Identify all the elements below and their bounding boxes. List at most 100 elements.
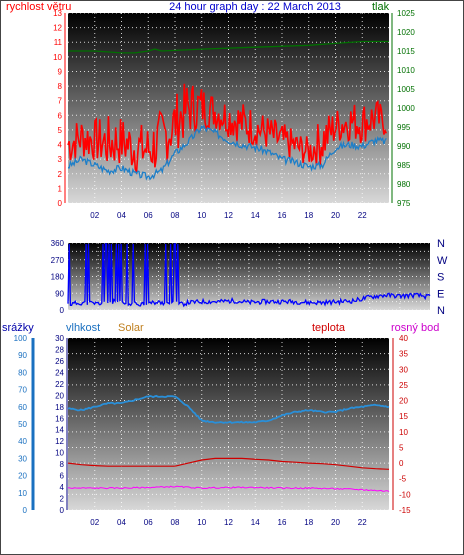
panel1-background [68,13,389,203]
right-tick-label: 1025 [397,9,415,18]
pressure-label: tlak [372,1,390,13]
humidity-scale-tick-label: 8 [60,460,65,469]
humidity-scale-tick-label: 12 [55,437,64,446]
temp-tick-label: 5 [399,443,404,452]
panel3-x-axis: 02 04 06 08 10 12 14 16 18 20 22 [90,518,367,527]
rain-tick-label: 60 [18,403,27,412]
x-tick-label: 16 [278,211,287,220]
direction-tick-label: 270 [51,256,65,265]
left-tick-label: 13 [53,9,62,18]
humidity-scale-tick-label: 18 [55,403,64,412]
panel3-grid [68,337,389,511]
temp-tick-label: 10 [399,428,408,437]
right-tick-label: 985 [397,161,411,170]
humidity-scale-tick-label: 30 [55,334,64,343]
panel1-right-axis: 975 980 985 990 995 1000 1005 1010 1015 1020 1025 [391,9,415,208]
wind-speed-label: rychlost větru [6,1,71,13]
average-wind-line [67,124,387,181]
humidity-scale-tick-label: 4 [60,483,65,492]
panel2-series [67,243,431,308]
solar-label: Solar [118,322,144,334]
left-tick-label: 6 [58,111,63,120]
left-tick-label: 9 [58,67,63,76]
humidity-scale-tick-label: 28 [55,345,64,354]
x-tick-label: 16 [278,518,287,527]
panel1-x-axis: 02 04 06 08 10 12 14 16 18 20 22 [90,211,367,220]
humidity-scale-tick-label: 20 [55,391,64,400]
temp-tick-label: -5 [399,475,407,484]
humidity-scale-tick-label: 16 [55,414,64,423]
rain-label: srážky [2,322,34,334]
temp-tick-label: -10 [399,490,411,499]
temp-tick-label: 0 [399,459,404,468]
left-tick-label: 4 [58,141,63,150]
direction-tick-label: 0 [60,306,65,315]
right-tick-label: 990 [397,142,411,151]
panel3-background [68,338,389,510]
x-tick-label: 12 [224,211,233,220]
temperature-label: teplota [312,322,346,334]
compass-label: N [437,238,445,250]
rain-tick-label: 50 [18,420,27,429]
rain-tick-label: 100 [14,334,28,343]
humidity-scale-tick-label: 6 [60,472,65,481]
direction-tick-label: 180 [51,273,65,282]
x-tick-label: 18 [304,518,313,527]
rain-tick-label: 20 [18,472,27,481]
right-tick-label: 1020 [397,28,415,37]
rain-tick-label: 10 [18,489,27,498]
left-tick-label: 10 [53,53,62,62]
temp-tick-label: 25 [399,381,408,390]
right-tick-label: 1005 [397,85,415,94]
rain-tick-label: 80 [18,368,27,377]
x-tick-label: 22 [358,211,367,220]
direction-tick-label: 90 [55,289,64,298]
x-tick-label: 06 [144,211,153,220]
temp-tick-label: 35 [399,350,408,359]
x-tick-label: 10 [197,211,206,220]
x-tick-label: 08 [171,211,180,220]
panel3-right-axis: -15 -10 -5 0 5 10 15 20 25 30 35 40 [392,334,411,515]
wind-direction-line [67,243,431,308]
x-tick-label: 14 [251,518,260,527]
rain-tick-label: 0 [23,506,28,515]
temp-tick-label: 20 [399,397,408,406]
x-tick-label: 18 [304,211,313,220]
left-tick-label: 5 [58,126,63,135]
x-tick-label: 06 [144,518,153,527]
humidity-scale-tick-label: 0 [60,506,65,515]
panel2-left-axis: 0 90 180 270 360 [51,239,65,315]
rain-tick-label: 40 [18,437,27,446]
x-tick-label: 02 [90,211,99,220]
rain-tick-label: 90 [18,351,27,360]
pressure-line [68,40,389,54]
compass-label: E [437,288,444,300]
left-tick-label: 8 [58,82,63,91]
humidity-scale-tick-label: 24 [55,368,64,377]
dewpoint-label: rosný bod [391,322,439,334]
humidity-scale-tick-label: 22 [55,380,64,389]
panel3-series [67,394,390,492]
x-tick-label: 20 [331,211,340,220]
x-tick-label: 14 [251,211,260,220]
humidity-scale-tick-label: 10 [55,449,64,458]
x-tick-label: 08 [171,518,180,527]
x-tick-label: 12 [224,518,233,527]
temperature-line [67,457,390,470]
compass-label: N [437,305,445,317]
right-tick-label: 1015 [397,47,415,56]
direction-tick-label: 360 [51,239,65,248]
temp-tick-label: 30 [399,365,408,374]
right-tick-label: 980 [397,180,411,189]
x-tick-label: 20 [331,518,340,527]
humidity-scale-tick-label: 2 [60,495,65,504]
wind-speed-line [67,83,388,175]
left-tick-label: 12 [53,24,62,33]
right-tick-label: 995 [397,123,411,132]
right-tick-label: 1010 [397,66,415,75]
compass-label: W [437,255,448,267]
x-tick-label: 04 [117,211,126,220]
x-tick-label: 02 [90,518,99,527]
panel3-left-axes: 0102030405060708090100024681012141618202… [14,334,68,515]
